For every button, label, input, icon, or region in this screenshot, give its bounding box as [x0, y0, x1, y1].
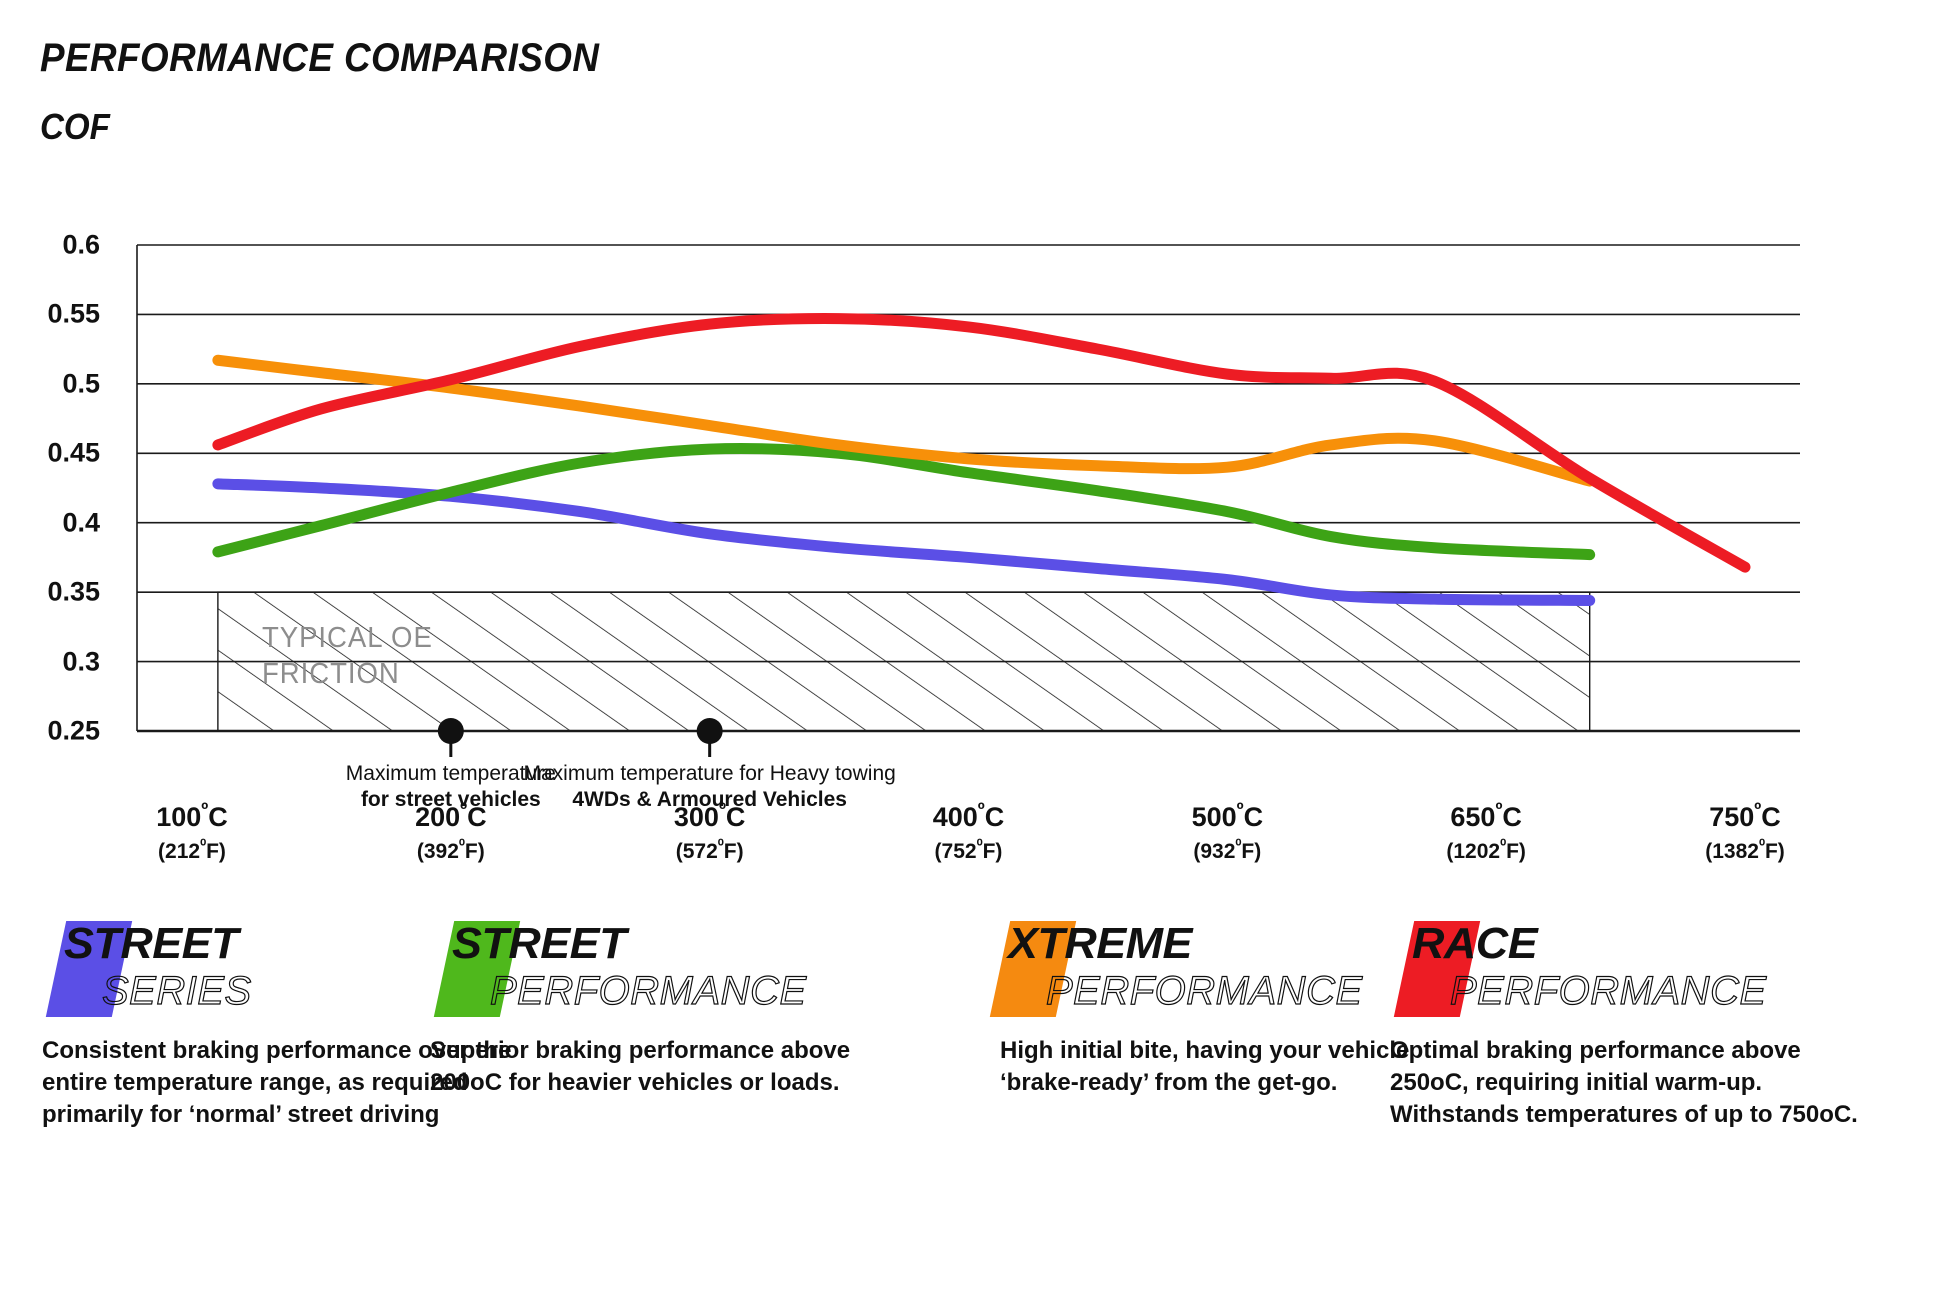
y-tick-label: 0.35	[47, 576, 100, 607]
logo-street-series: STREET SERIES	[42, 915, 522, 1025]
y-tick-label: 0.4	[62, 507, 100, 538]
marker-note-line1: Maximum temperature for Heavy towing	[523, 762, 896, 785]
chart-canvas	[136, 244, 1800, 757]
y-tick-label: 0.55	[47, 298, 100, 329]
marker-dot-heavy-towing	[696, 718, 723, 744]
marker-note-line1: Maximum temperature	[345, 762, 556, 785]
x-tick-label: 750ºC (1382⁰F)	[1705, 800, 1785, 863]
marker-dot-street-vehicles	[437, 718, 464, 744]
product-card-street-performance[interactable]: STREET PERFORMANCE Superior braking perfor…	[430, 915, 910, 1099]
cof-line-chart: 0.6 0.55 0.5 0.45 0.4 0.35 0.3 0.25 100ºC (212⁰F…	[0, 0, 1800, 863]
logo-top-text: RACE	[1412, 919, 1538, 968]
typical-oe-friction-label: TYPICAL OE FRICTION	[262, 622, 433, 691]
y-tick-label: 0.3	[62, 646, 100, 677]
series-line-xtreme-performance	[212, 354, 1596, 487]
logo-street-performance: STREET PERFORMANCE	[430, 915, 910, 1025]
product-card-xtreme-performance[interactable]: XTREME PERFORMANCE High initial bite, havi…	[989, 915, 1480, 1099]
series-line-race-performance	[212, 313, 1751, 573]
y-tick-label: 0.5	[62, 368, 100, 399]
logo-xtreme-performance: XTREME PERFORMANCE	[989, 915, 1480, 1025]
product-description: Superior braking performance above 200oC…	[430, 1037, 851, 1096]
x-tick-label: 200ºC (392⁰F)	[415, 800, 487, 863]
x-tick-label: 400ºC (752⁰F)	[932, 800, 1005, 863]
y-axis-ticks: 0.6 0.55 0.5 0.45 0.4 0.35 0.3 0.25	[0, 0, 100, 820]
logo-top-text: STREET	[452, 919, 626, 968]
y-tick-label: 0.45	[47, 437, 100, 468]
x-tick-label: 100ºC (212⁰F)	[156, 800, 228, 863]
product-description: High initial bite, having your vehicle ‘…	[1000, 1037, 1410, 1096]
series-lines	[212, 313, 1751, 606]
oe-band-rect	[217, 591, 1591, 732]
logo-bottom-text: PERFORMANCE	[489, 968, 807, 1013]
product-description: Consistent braking performance over the …	[42, 1037, 512, 1128]
y-tick-label: 0.25	[47, 715, 100, 746]
marker-note-street-vehicles: Maximum temperature for street vehicles	[346, 761, 556, 812]
marker-note-line2: 4WDs & Armoured Vehicles	[572, 787, 847, 811]
series-line-street-performance	[212, 443, 1596, 561]
y-axis-title: COF	[40, 106, 110, 147]
logo-top-text: STREET	[64, 919, 238, 968]
typical-oe-friction-band	[217, 591, 1591, 732]
product-description: Optimal braking performance above 250oC,…	[1390, 1037, 1858, 1128]
logo-bottom-text: SERIES	[101, 968, 252, 1013]
marker-note-line2: for street vehicles	[360, 787, 541, 811]
x-tick-label: 300ºC (572⁰F)	[673, 800, 746, 863]
product-card-race-performance[interactable]: RACE PERFORMANCE Optimal braking performan…	[1390, 915, 1870, 1131]
logo-top-text: XTREME	[1008, 919, 1192, 968]
logo-bottom-text: PERFORMANCE	[1449, 968, 1767, 1013]
product-legend: STREET SERIES Consistent braking performan…	[0, 915, 1946, 1310]
marker-note-heavy-towing: Maximum temperature for Heavy towing 4WDs…	[524, 761, 896, 812]
x-tick-label: 500ºC (932⁰F)	[1191, 800, 1264, 863]
page-title: PERFORMANCE COMPARISON	[40, 36, 600, 80]
temperature-markers	[437, 718, 723, 757]
x-tick-label: 650ºC (1202⁰F)	[1446, 800, 1526, 863]
logo-bottom-text: PERFORMANCE	[1045, 968, 1363, 1013]
logo-race-performance: RACE PERFORMANCE	[1390, 915, 1870, 1025]
product-card-street-series[interactable]: STREET SERIES Consistent braking performan…	[42, 915, 522, 1131]
y-tick-label: 0.6	[62, 229, 100, 260]
